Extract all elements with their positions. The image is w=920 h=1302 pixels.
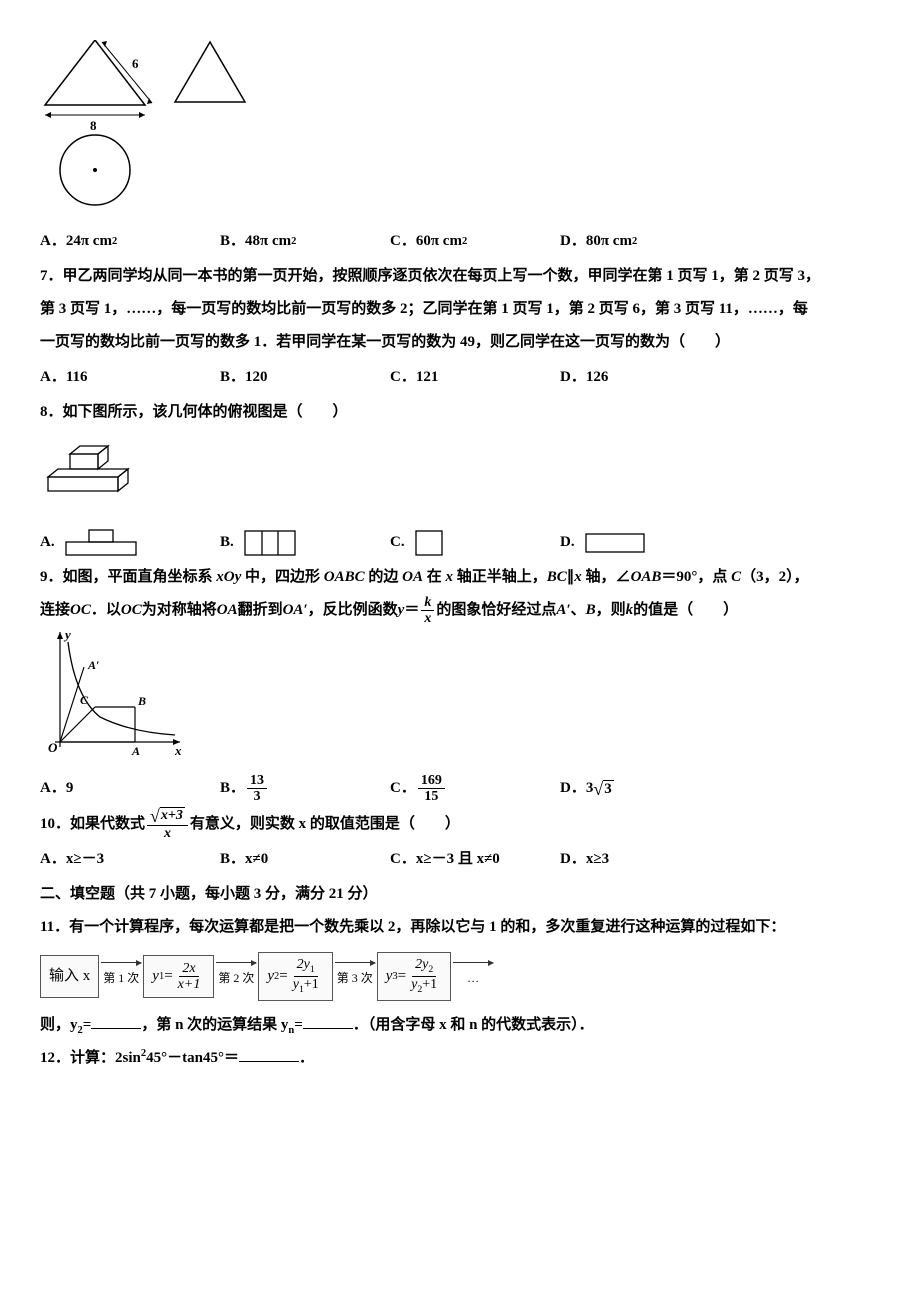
svg-text:O: O bbox=[48, 740, 58, 755]
q7-stem-line2: 第 3 页写 1，……，每一页写的数均比前一页写的数多 2；乙同学在第 1 页写… bbox=[40, 293, 880, 326]
q9-opt-a: A．9 bbox=[40, 772, 220, 805]
flow-y2-box: y2= 2y1 y1+1 bbox=[258, 952, 332, 1000]
q9-figure: O x y A′ C B A bbox=[40, 627, 880, 770]
svg-text:A: A bbox=[131, 744, 140, 757]
q10-opt-c: C．x≥－3 且 x≠0 bbox=[390, 843, 560, 876]
q12-blank bbox=[239, 1046, 299, 1062]
q7-stem-line3: 一页写的数均比前一页写的数多 1．若甲同学在某一页写的数为 49，则乙同学在这一… bbox=[40, 326, 880, 359]
flow-arrow-4: … bbox=[453, 962, 493, 991]
q8-opt-d: D. bbox=[560, 526, 730, 559]
svg-text:B: B bbox=[137, 694, 146, 708]
q8-opt-c: C. bbox=[390, 526, 560, 559]
q7-opt-d: D．126 bbox=[560, 361, 730, 394]
q7-options: A．116 B．120 C．121 D．126 bbox=[40, 361, 880, 394]
q7-opt-a: A．116 bbox=[40, 361, 220, 394]
q10-opt-d: D．x≥3 bbox=[560, 843, 730, 876]
q8-solid-figure bbox=[40, 439, 880, 512]
q9-stem-line1: 9．如图，平面直角坐标系 xOy 中，四边形 OABC 的边 OA 在 x 轴正… bbox=[40, 561, 880, 594]
q7-stem-line1: 7．甲乙两同学均从同一本书的第一页开始，按照顺序逐页依次在每页上写一个数，甲同学… bbox=[40, 260, 880, 293]
q8-options: A. B. C. D. bbox=[40, 526, 880, 559]
q12-stem: 12．计算：2sin245°－tan45°＝． bbox=[40, 1042, 880, 1075]
q10-stem: 10．如果代数式 √x+3 x 有意义，则实数 x 的取值范围是（ ） bbox=[40, 807, 880, 841]
q11-stem: 11．有一个计算程序，每次运算都是把一个数先乘以 2，再除以它与 1 的和，多次… bbox=[40, 911, 880, 944]
svg-text:y: y bbox=[63, 627, 71, 642]
q8-stem: 8．如下图所示，该几何体的俯视图是（ ） bbox=[40, 396, 880, 429]
q6-opt-c: C．60π cm2 bbox=[390, 225, 560, 258]
q11-answer-line: 则，y2=，第 n 次的运算结果 yn=．（用含字母 x 和 n 的代数式表示）… bbox=[40, 1009, 880, 1042]
q8-opt-b: B. bbox=[220, 526, 390, 559]
q10-opt-b: B．x≠0 bbox=[220, 843, 390, 876]
q9-opt-b: B． 133 bbox=[220, 772, 390, 805]
q6-opt-a: A．24π cm2 bbox=[40, 225, 220, 258]
q6-opt-b: B．48π cm2 bbox=[220, 225, 390, 258]
q8-opt-a: A. bbox=[40, 526, 220, 559]
q6-base-8: 8 bbox=[90, 118, 97, 133]
section2-heading: 二、填空题（共 7 小题，每小题 3 分，满分 21 分） bbox=[40, 878, 880, 911]
flow-y3-box: y3= 2y2 y2+1 bbox=[377, 952, 451, 1000]
flow-arrow-3: 第 3 次 bbox=[335, 962, 375, 991]
q11-blank-2 bbox=[303, 1013, 353, 1029]
q11-flowchart: 输入 x 第 1 次 y1= 2xx+1 第 2 次 y2= 2y1 y1+1 … bbox=[40, 952, 880, 1000]
flow-arrow-2: 第 2 次 bbox=[216, 962, 256, 991]
q7-opt-b: B．120 bbox=[220, 361, 390, 394]
q6-options: A．24π cm2 B．48π cm2 C．60π cm2 D．80π cm2 bbox=[40, 225, 880, 258]
flow-input-box: 输入 x bbox=[40, 955, 99, 998]
flow-arrow-1: 第 1 次 bbox=[101, 962, 141, 991]
svg-text:C: C bbox=[80, 693, 89, 707]
q9-opt-c: C． 16915 bbox=[390, 772, 560, 805]
flow-y1-box: y1= 2xx+1 bbox=[143, 955, 214, 998]
q6-side-6: 6 bbox=[132, 56, 139, 71]
q10-options: A．x≥－3 B．x≠0 C．x≥－3 且 x≠0 D．x≥3 bbox=[40, 843, 880, 876]
q6-figure: 6 8 bbox=[40, 40, 880, 223]
svg-text:A′: A′ bbox=[87, 658, 99, 672]
q9-stem-line2: 连接 OC．以 OC 为对称轴将 OA 翻折到 OA′，反比例函数 y＝ kx … bbox=[40, 594, 880, 627]
q9-options: A．9 B． 133 C． 16915 D．3 √3 bbox=[40, 772, 880, 805]
q6-opt-d: D．80π cm2 bbox=[560, 225, 730, 258]
svg-text:x: x bbox=[174, 743, 182, 757]
q7-opt-c: C．121 bbox=[390, 361, 560, 394]
q10-opt-a: A．x≥－3 bbox=[40, 843, 220, 876]
q9-opt-d: D．3 √3 bbox=[560, 772, 730, 805]
q11-blank-1 bbox=[91, 1013, 141, 1029]
